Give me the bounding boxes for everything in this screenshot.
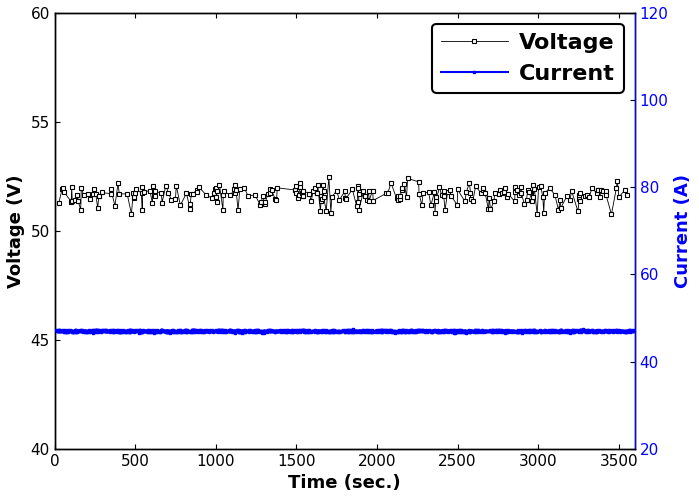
- Voltage: [296, 180, 305, 186]
- Voltage: [392, 196, 401, 202]
- Voltage: [596, 187, 605, 193]
- Current: [630, 327, 638, 333]
- Line: Voltage: Voltage: [57, 175, 630, 217]
- Voltage: [324, 174, 333, 180]
- Current: [168, 328, 176, 334]
- Current: [281, 328, 289, 334]
- Current: [52, 327, 61, 333]
- Current: [350, 326, 358, 332]
- Current: [254, 329, 263, 335]
- Y-axis label: Voltage (V): Voltage (V): [7, 174, 25, 287]
- Legend: Voltage, Current: Voltage, Current: [432, 24, 624, 93]
- Voltage: [623, 192, 631, 198]
- Voltage: [150, 192, 159, 198]
- Voltage: [607, 211, 616, 217]
- Current: [278, 328, 286, 334]
- Voltage: [55, 200, 63, 206]
- Current: [436, 328, 445, 334]
- Line: Current: Current: [55, 328, 635, 335]
- X-axis label: Time (sec.): Time (sec.): [289, 474, 401, 492]
- Voltage: [453, 202, 461, 208]
- Y-axis label: Current (A): Current (A): [674, 174, 692, 288]
- Current: [86, 328, 94, 334]
- Current: [517, 330, 526, 336]
- Voltage: [298, 193, 307, 199]
